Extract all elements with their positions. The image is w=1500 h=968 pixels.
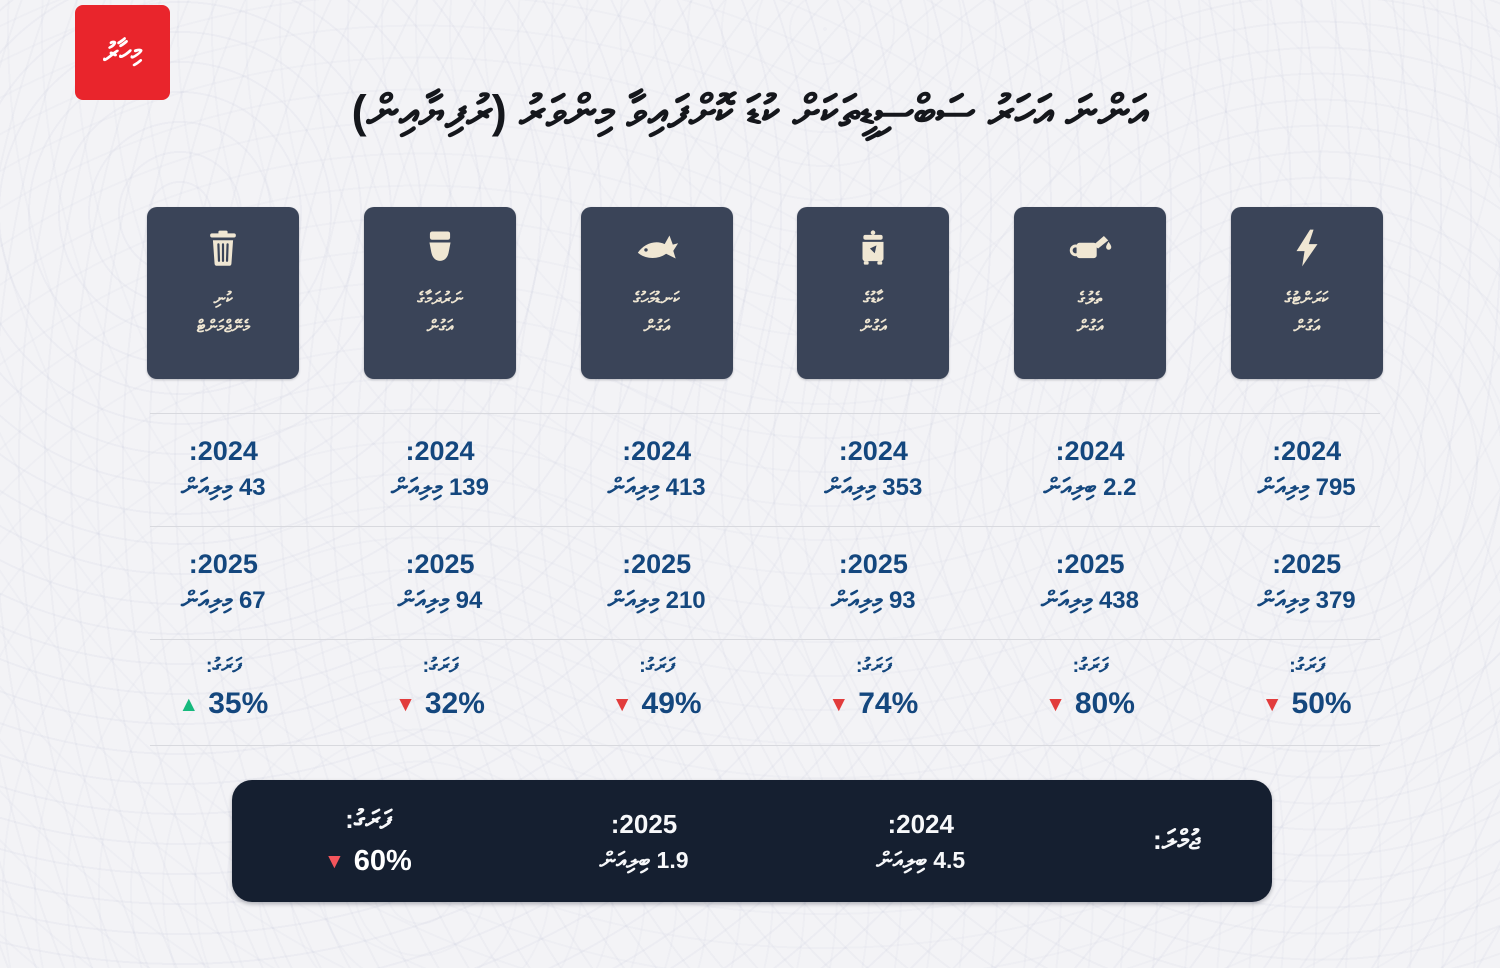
down-triangle-icon: ▼ bbox=[324, 850, 345, 873]
category-label: ކަނޑުމަހުގެ އަގުން bbox=[633, 289, 681, 337]
totals-bar: ޖުމްލަ: 2024: 4.5 ބިލިއަން 2025: 1.9 ބިލ… bbox=[232, 780, 1272, 902]
divider bbox=[150, 745, 1380, 746]
value-2025-fuel: 2025: 438 މިލިއަން bbox=[1041, 549, 1139, 614]
value-2024-electricity: 2024: 795 މިލިއަން bbox=[1257, 436, 1356, 501]
change-staple-food: ފަރަގު: ▼ 74% bbox=[828, 655, 919, 720]
value-2025-electricity: 2025: 379 މިލިއަން bbox=[1257, 549, 1356, 614]
change-sewerage: ފަރަގު: ▼ 32% bbox=[395, 655, 485, 720]
value-2024-staple-food: 2024: 353 މިލިއަން bbox=[824, 436, 923, 501]
divider bbox=[150, 526, 1380, 527]
toilet-icon bbox=[418, 223, 462, 273]
fish-icon bbox=[634, 223, 680, 273]
total-label: ޖުމްލަ: bbox=[1152, 825, 1200, 855]
value-2024-fish: 2024: 413 މިލިއަން bbox=[607, 436, 706, 501]
value-2024-sewerage: 2024: 139 މިލިއަން bbox=[391, 436, 489, 501]
down-triangle-icon: ▼ bbox=[1045, 692, 1066, 716]
subsidy-grid: ކުނި މެނޭޖްމަންޓް ނަރުދަމާގެ އަގުން bbox=[115, 207, 1415, 746]
category-card-fuel: ތެލުގެ އަގުން bbox=[1013, 207, 1166, 379]
total-2025: 2025: 1.9 ބިލިއަން bbox=[599, 808, 689, 873]
divider bbox=[150, 639, 1380, 640]
category-card-electricity: ކަރަންޓުގެ އަގުން bbox=[1230, 207, 1383, 379]
total-change: ފަރަގު: ▼ 60% bbox=[324, 804, 412, 877]
category-label: ކުނި މެނޭޖްމަންޓް bbox=[196, 289, 250, 337]
value-2025-fish: 2025: 210 މިލިއަން bbox=[607, 549, 706, 614]
divider bbox=[150, 413, 1380, 414]
value-2025-staple-food: 2025: 93 މިލިއަން bbox=[831, 549, 916, 614]
category-label: ނަރުދަމާގެ އަގުން bbox=[417, 289, 463, 337]
category-label: ކަރަންޓުގެ އަގުން bbox=[1284, 289, 1329, 337]
value-2025-waste: 2025: 67 މިލިއަން bbox=[181, 549, 266, 614]
trash-icon bbox=[201, 223, 245, 273]
down-triangle-icon: ▼ bbox=[611, 692, 633, 716]
change-waste: ފަރަގު: ▲ 35% bbox=[178, 655, 269, 720]
category-card-fish: ކަނޑުމަހުގެ އަގުން bbox=[580, 207, 733, 379]
category-label: ތެލުގެ އަގުން bbox=[1076, 289, 1104, 337]
up-triangle-icon: ▲ bbox=[178, 692, 200, 716]
category-card-sewerage: ނަރުދަމާގެ އަގުން bbox=[363, 207, 516, 379]
category-label: ކާޑުގެ އަގުން bbox=[860, 289, 887, 337]
category-card-waste: ކުނި މެނޭޖްމަންޓް bbox=[147, 207, 300, 379]
down-triangle-icon: ▼ bbox=[1261, 692, 1283, 716]
change-electricity: ފަރަގު: ▼ 50% bbox=[1261, 655, 1352, 720]
value-2025-sewerage: 2025: 94 މިލިއަން bbox=[397, 549, 483, 614]
down-triangle-icon: ▼ bbox=[828, 692, 850, 716]
change-fuel: ފަރަގު: ▼ 80% bbox=[1045, 655, 1135, 720]
lightning-icon bbox=[1286, 223, 1328, 273]
mihaaru-logo: މިހާރު bbox=[75, 5, 170, 100]
page-title: އަންނަ އަހަރު ސަބްސިޑީތަކަށް ކުޑަ ކޮށްފަ… bbox=[351, 86, 1149, 137]
food-sack-icon bbox=[852, 223, 894, 273]
value-2024-waste: 2024: 43 މިލިއަން bbox=[181, 436, 266, 501]
mihaaru-logo-text: މިހާރު bbox=[101, 34, 143, 69]
total-2024: 2024: 4.5 ބިލިއަން bbox=[876, 808, 966, 873]
category-card-staple-food: ކާޑުގެ އަގުން bbox=[797, 207, 950, 379]
oil-can-icon bbox=[1067, 223, 1113, 273]
change-fish: ފަރަގު: ▼ 49% bbox=[611, 655, 702, 720]
value-2024-fuel: 2024: 2.2 ބިލިއަން bbox=[1043, 436, 1137, 501]
down-triangle-icon: ▼ bbox=[395, 692, 416, 716]
